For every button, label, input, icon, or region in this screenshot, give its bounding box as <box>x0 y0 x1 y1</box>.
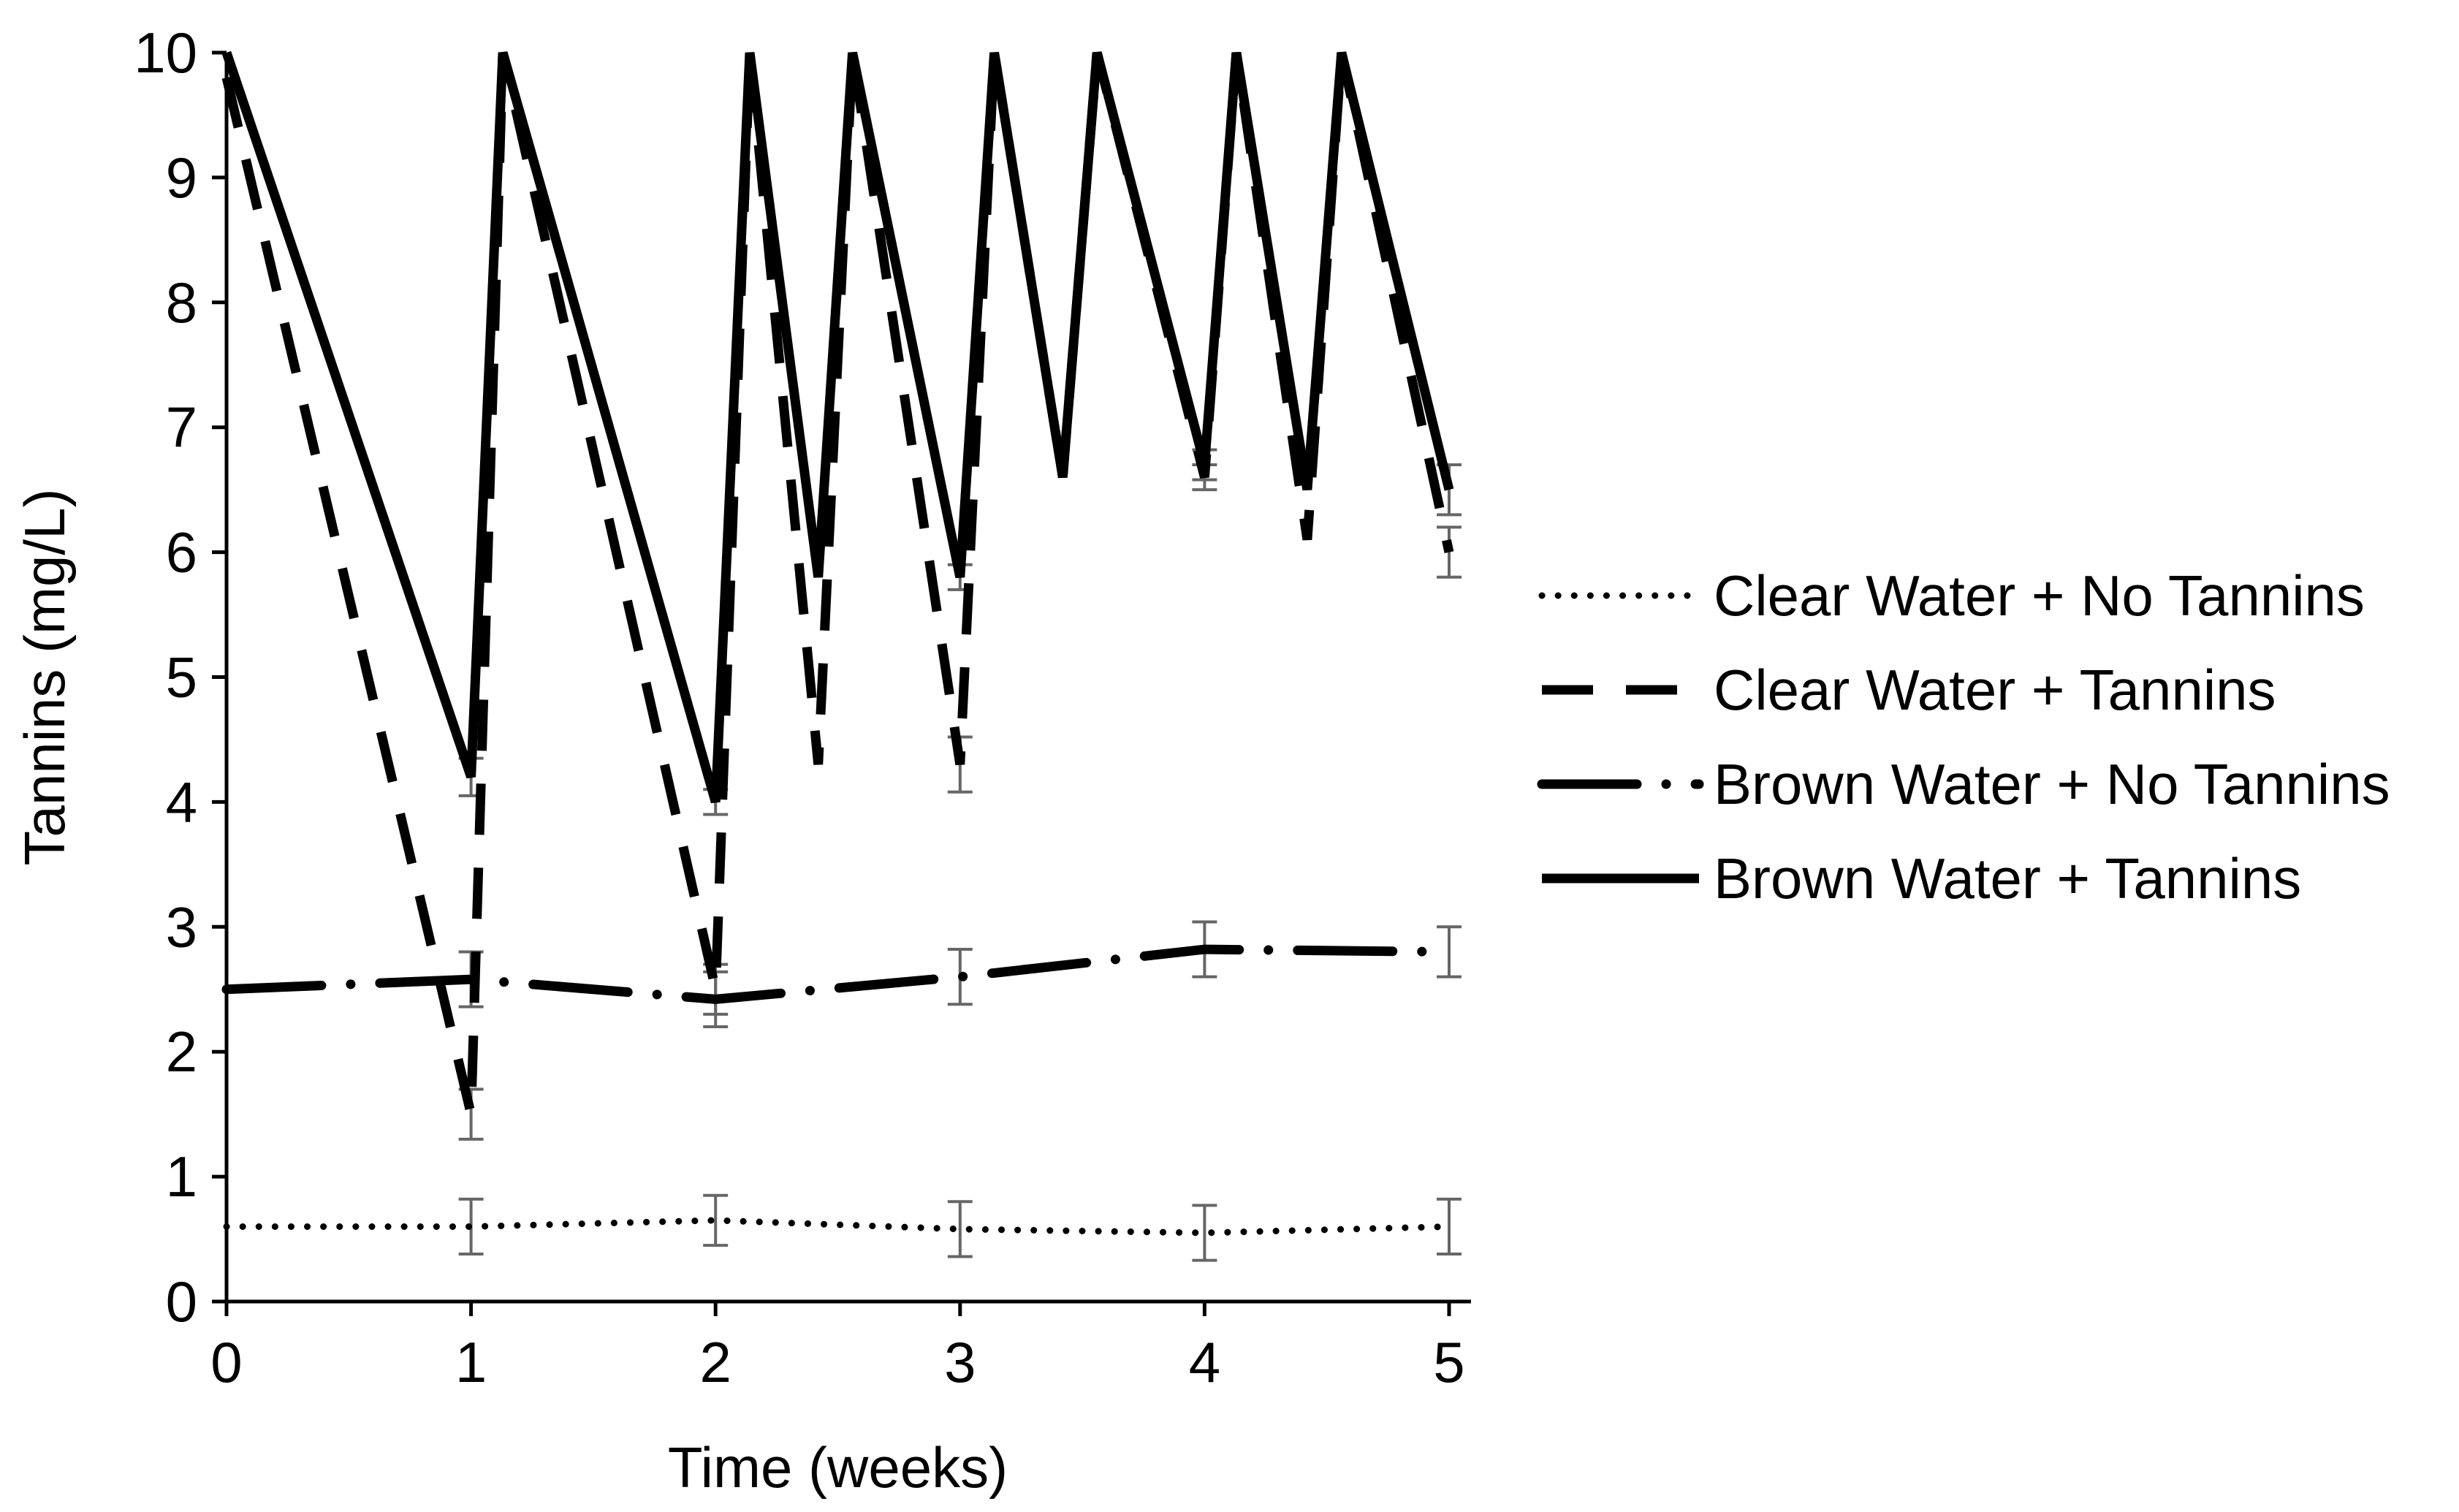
legend-item: Clear Water + No Tannins <box>1538 563 2365 628</box>
legend-item: Brown Water + Tannins <box>1542 846 2301 911</box>
error-bar <box>1192 1204 1217 1262</box>
error-bar <box>947 1200 973 1258</box>
y-tick-label: 5 <box>166 645 197 710</box>
y-tick-label: 9 <box>166 145 197 210</box>
x-tick-label: 1 <box>455 1330 487 1394</box>
legend-label: Brown Water + No Tannins <box>1714 752 2390 816</box>
legend-label: Clear Water + No Tannins <box>1714 563 2365 628</box>
y-tick-label: 1 <box>166 1144 197 1209</box>
y-tick-label: 3 <box>166 894 197 959</box>
legend: Clear Water + No Tannins Clear Water + Ta… <box>1537 563 2390 911</box>
y-tick-label: 2 <box>166 1019 197 1084</box>
x-tick-label: 4 <box>1189 1330 1220 1394</box>
legend-label: Brown Water + Tannins <box>1714 846 2301 911</box>
y-axis-title: Tannins (mg/L) <box>12 489 77 866</box>
ticks-group: 0 1 2 3 4 5 6 7 8 9 10 0 1 2 3 4 5 <box>134 20 1464 1394</box>
y-tick-label: 4 <box>166 770 197 834</box>
x-tick-label: 2 <box>700 1330 731 1394</box>
legend-label: Clear Water + Tannins <box>1714 658 2276 722</box>
series-line-1 <box>223 1217 1453 1236</box>
x-tick-label: 0 <box>210 1330 242 1394</box>
x-axis-title: Time (weeks) <box>668 1435 1008 1500</box>
y-tick-label: 8 <box>166 270 197 335</box>
series-lines-group <box>221 50 1454 1236</box>
legend-item: Clear Water + Tannins <box>1542 658 2276 722</box>
error-bar <box>1437 1197 1462 1256</box>
y-tick-label: 7 <box>166 395 197 460</box>
y-tick-label: 10 <box>134 20 197 85</box>
x-tick-label: 3 <box>944 1330 976 1394</box>
series-line-3 <box>221 944 1454 1004</box>
x-tick-label: 5 <box>1433 1330 1464 1394</box>
series-line-4 <box>221 50 1454 804</box>
legend-item: Brown Water + No Tannins <box>1537 752 2390 816</box>
error-bar <box>1437 925 1462 979</box>
axes-group <box>224 53 1471 1304</box>
y-tick-label: 6 <box>166 520 197 585</box>
error-bar <box>703 1193 729 1247</box>
y-tick-label: 0 <box>166 1269 197 1334</box>
